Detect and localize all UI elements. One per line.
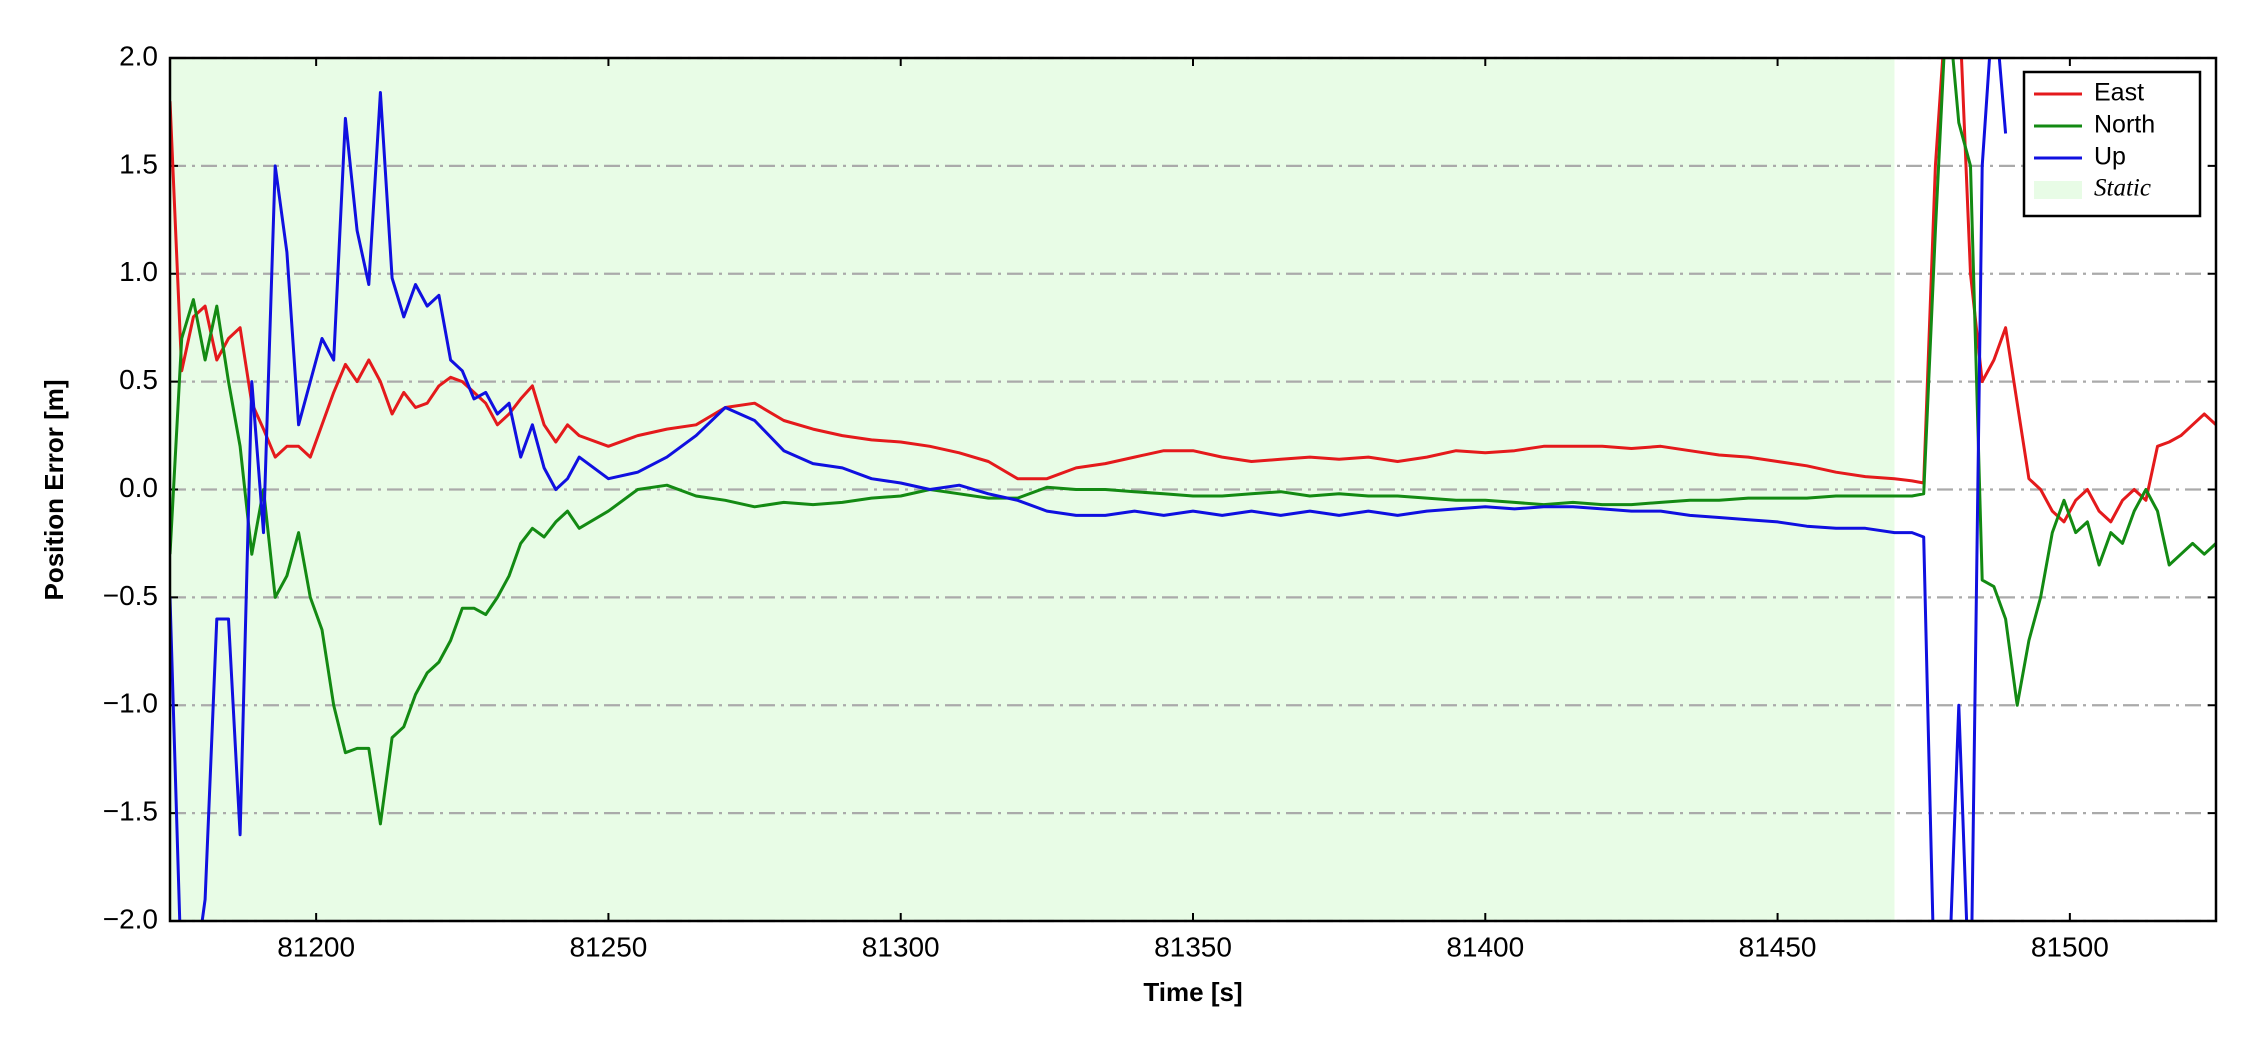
y-tick-label: −1.0 [103, 688, 158, 719]
y-tick-label: 1.0 [119, 256, 158, 287]
y-tick-label: −1.5 [103, 796, 158, 827]
y-tick-label: 0.0 [119, 472, 158, 503]
legend-label: North [2094, 111, 2155, 139]
y-tick-label: 1.5 [119, 148, 158, 179]
x-tick-label: 81250 [569, 931, 647, 962]
series-line [170, 58, 2216, 524]
plot-lines [170, 58, 2216, 921]
x-tick-label: 81400 [1446, 931, 1524, 962]
y-tick-label: 0.5 [119, 364, 158, 395]
y-tick-label: −0.5 [103, 580, 158, 611]
legend-swatch [2034, 181, 2082, 199]
series-line [170, 58, 2008, 921]
y-axis-label: Position Error [m] [39, 379, 69, 600]
legend-label: Static [2094, 175, 2151, 202]
legend-label: East [2094, 79, 2144, 107]
x-axis-label: Time [s] [1143, 977, 1242, 1007]
x-tick-label: 81200 [277, 931, 355, 962]
y-tick-label: −2.0 [103, 903, 158, 934]
legend-label: Up [2094, 143, 2126, 171]
x-tick-label: 81450 [1739, 931, 1817, 962]
x-tick-label: 81300 [862, 931, 940, 962]
x-tick-label: 81350 [1154, 931, 1232, 962]
y-tick-label: 2.0 [119, 40, 158, 71]
x-tick-label: 81500 [2031, 931, 2109, 962]
plot-frame [168, 56, 2218, 923]
series-line [170, 58, 2216, 826]
